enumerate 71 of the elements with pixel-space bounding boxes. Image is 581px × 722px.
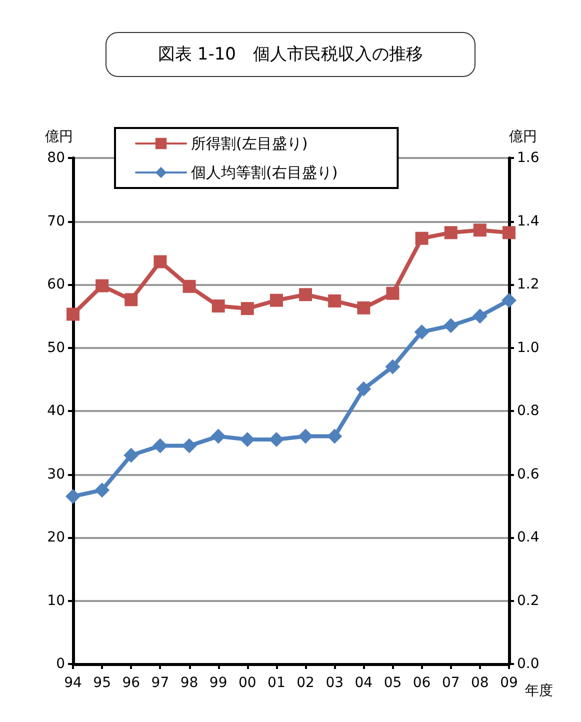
point [386,286,400,300]
y-tick-label: 60 [47,276,65,292]
point [94,482,110,498]
point [443,318,458,334]
point [444,226,458,240]
point [298,428,314,444]
y-tick-label: 30 [47,466,65,482]
x-tick-label: 06 [412,675,431,691]
point [328,294,342,308]
y-axis-title: 億円 [45,129,73,145]
y-tick-label: 80 [47,150,65,166]
y2-tick-label: 1.6 [517,150,540,166]
point [96,279,109,292]
legend-label: 個人均等割(右目盛り) [191,164,338,182]
x-tick-label: 97 [151,675,170,691]
y2-tick-label: 1.0 [517,340,540,356]
point [240,302,254,316]
x-tick-label: 94 [64,675,82,691]
x-tick-label: 07 [442,675,460,691]
y2-tick-label: 0.2 [517,592,540,609]
point [502,226,516,240]
x-tick-label: 98 [180,675,198,691]
point [415,232,428,245]
x-tick-label: 95 [93,675,111,691]
y-tick-label: 40 [47,403,65,419]
y2-tick-label: 0.0 [517,656,540,672]
x-tick-label: 09 [500,675,518,691]
point [299,288,312,302]
x-tick-label: 01 [268,675,286,691]
x-tick-label: 08 [471,675,489,691]
x-tick-label: 03 [326,675,344,691]
point [124,293,138,306]
point [502,292,516,308]
point [327,428,342,444]
point [182,438,197,454]
point [240,432,255,447]
point [210,428,226,444]
y-tick-label: 20 [47,530,65,546]
point [357,301,370,314]
point [66,308,80,321]
y2-tick-label: 1.4 [517,213,540,230]
x-tick-label: 05 [384,675,402,691]
point [270,294,283,307]
legend-label: 所得割(左目盛り) [191,134,308,152]
point [212,300,225,313]
x-tick-label: 04 [354,675,373,691]
point [473,224,486,237]
point [472,308,488,324]
y2-tick-label: 0.4 [517,530,540,546]
x-tick-label: 99 [209,675,228,691]
x-tick-label: 02 [296,675,314,691]
x-axis-title: 年度 [525,683,553,699]
x-tick-label: 96 [122,675,140,691]
y-tick-label: 50 [47,340,65,356]
y2-tick-label: 0.6 [517,466,540,482]
point [154,255,167,268]
point [385,359,400,374]
y-tick-label: 70 [47,213,65,230]
y2-tick-label: 1.2 [517,276,540,292]
y2-axis-title: 億円 [509,129,537,145]
point [152,438,168,454]
chart-title: 図表 1-10 個人市民税収入の推移 [158,44,423,64]
y-tick-label: 10 [47,592,65,609]
y2-tick-label: 0.8 [517,403,540,419]
point [124,448,139,463]
point [356,381,372,396]
point [414,324,430,340]
point [182,280,196,293]
x-tick-label: 00 [238,675,256,691]
y-tick-label: 0 [56,656,65,672]
point [66,488,80,504]
